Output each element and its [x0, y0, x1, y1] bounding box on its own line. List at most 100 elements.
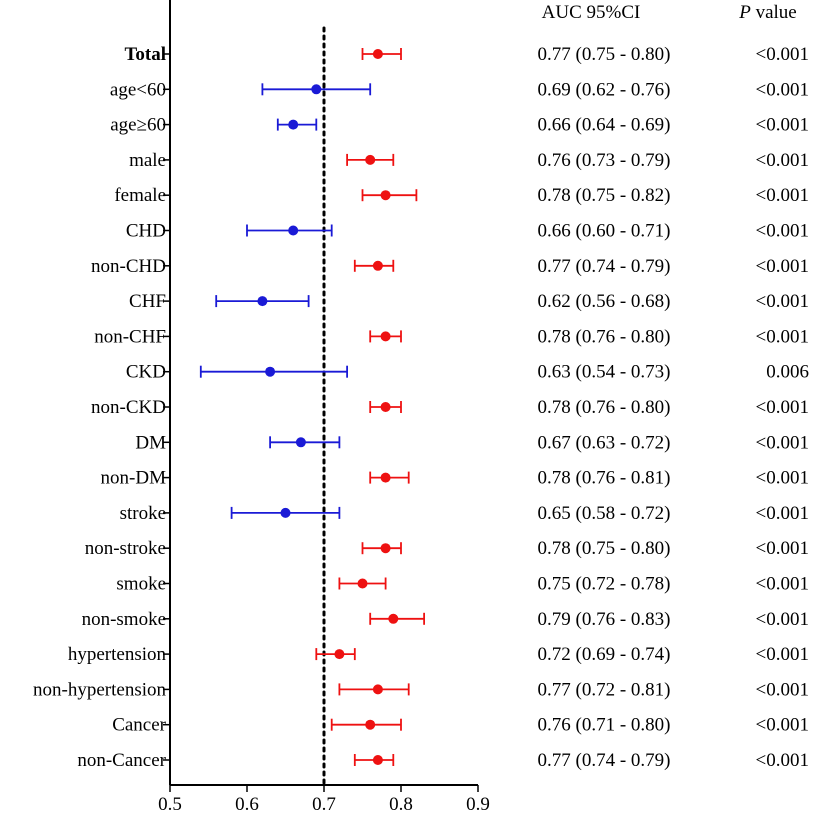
x-tick-label: 0.9: [466, 794, 490, 813]
auc-ci-value: 0.76 (0.73 - 0.79): [538, 150, 671, 171]
auc-ci-value: 0.66 (0.60 - 0.71): [538, 221, 671, 242]
point-estimate: [265, 366, 276, 377]
row-label: non-Cancer: [77, 750, 166, 771]
forest-row: non-smoke 0.79 (0.76 - 0.83) <0.001: [82, 609, 809, 630]
x-tick-label: 0.5: [158, 794, 182, 813]
row-label: non-CHD: [91, 256, 166, 277]
forest-row: stroke 0.65 (0.58 - 0.72) <0.001: [120, 503, 809, 524]
forest-row: hypertension 0.72 (0.69 - 0.74) <0.001: [68, 644, 809, 665]
p-value: <0.001: [756, 256, 809, 277]
p-value: <0.001: [756, 644, 809, 665]
forest-row: smoke 0.75 (0.72 - 0.78) <0.001: [116, 574, 809, 595]
point-estimate: [334, 649, 345, 660]
point-estimate: [388, 613, 399, 624]
point-estimate: [357, 578, 368, 589]
auc-ci-value: 0.69 (0.62 - 0.76): [538, 79, 671, 100]
x-tick-label: 0.6: [235, 794, 259, 813]
p-value: 0.006: [766, 362, 809, 383]
p-value: <0.001: [756, 44, 809, 65]
p-value: <0.001: [756, 150, 809, 171]
row-label: non-smoke: [82, 609, 166, 630]
forest-row: non-hypertension 0.77 (0.72 - 0.81) <0.001: [33, 679, 809, 700]
auc-ci-value: 0.66 (0.64 - 0.69): [538, 115, 671, 136]
p-value-header-p: P: [738, 2, 751, 23]
auc-ci-value: 0.78 (0.75 - 0.82): [538, 185, 671, 206]
auc-ci-value: 0.78 (0.76 - 0.80): [538, 326, 671, 347]
forest-row: non-DM 0.78 (0.76 - 0.81) <0.001: [101, 468, 809, 489]
point-estimate: [380, 331, 391, 342]
row-label: non-stroke: [85, 538, 166, 559]
forest-row: age<60 0.69 (0.62 - 0.76) <0.001: [110, 79, 809, 100]
forest-row: age≥60 0.66 (0.64 - 0.69) <0.001: [110, 115, 809, 136]
auc-ci-value: 0.77 (0.72 - 0.81): [538, 679, 671, 700]
row-label: Cancer: [112, 715, 166, 736]
forest-row: CHD 0.66 (0.60 - 0.71) <0.001: [126, 221, 809, 242]
row-label: DM: [135, 432, 166, 453]
auc-ci-value: 0.65 (0.58 - 0.72): [538, 503, 671, 524]
p-value: <0.001: [756, 715, 809, 736]
point-estimate: [380, 472, 391, 483]
row-label: CHF: [129, 291, 166, 312]
auc-ci-value: 0.78 (0.76 - 0.81): [538, 468, 671, 489]
row-label: CKD: [126, 362, 166, 383]
forest-row: Total 0.77 (0.75 - 0.80) <0.001: [124, 44, 809, 65]
p-value: <0.001: [756, 503, 809, 524]
forest-row: non-CKD 0.78 (0.76 - 0.80) <0.001: [91, 397, 809, 418]
forest-rows: Total 0.77 (0.75 - 0.80) <0.001 age<60 0.69 …: [33, 44, 809, 771]
row-label: hypertension: [68, 644, 167, 665]
row-label: stroke: [120, 503, 166, 524]
auc-ci-value: 0.77 (0.75 - 0.80): [538, 44, 671, 65]
forest-row: CHF 0.62 (0.56 - 0.68) <0.001: [129, 291, 809, 312]
row-label: non-CHF: [94, 326, 166, 347]
auc-ci-header: AUC 95%CI: [542, 2, 641, 23]
forest-row: male 0.76 (0.73 - 0.79) <0.001: [129, 150, 809, 171]
point-estimate: [288, 119, 299, 130]
point-estimate: [372, 260, 383, 271]
p-value: <0.001: [756, 291, 809, 312]
p-value: <0.001: [756, 679, 809, 700]
p-value: <0.001: [756, 538, 809, 559]
point-estimate: [372, 49, 383, 59]
point-estimate: [295, 437, 306, 448]
forest-row: non-CHF 0.78 (0.76 - 0.80) <0.001: [94, 326, 809, 347]
forest-row: Cancer 0.76 (0.71 - 0.80) <0.001: [112, 715, 809, 736]
row-label: non-DM: [101, 468, 167, 489]
point-estimate: [257, 296, 268, 307]
p-value: <0.001: [756, 468, 809, 489]
forest-row: non-CHD 0.77 (0.74 - 0.79) <0.001: [91, 256, 809, 277]
auc-ci-value: 0.63 (0.54 - 0.73): [538, 362, 671, 383]
p-value: <0.001: [756, 750, 809, 771]
x-tick-label: 0.8: [389, 794, 413, 813]
point-estimate: [380, 402, 391, 412]
p-value-header-rest: value: [751, 2, 797, 23]
p-value: <0.001: [756, 326, 809, 347]
p-value: <0.001: [756, 115, 809, 136]
point-estimate: [380, 543, 391, 554]
row-label: CHD: [126, 221, 166, 242]
row-label: Total: [124, 44, 166, 65]
row-label: smoke: [116, 574, 166, 595]
auc-ci-value: 0.77 (0.74 - 0.79): [538, 256, 671, 277]
forest-row: non-Cancer 0.77 (0.74 - 0.79) <0.001: [77, 750, 809, 771]
auc-ci-value: 0.67 (0.63 - 0.72): [538, 432, 671, 453]
point-estimate: [280, 507, 291, 518]
auc-ci-value: 0.78 (0.76 - 0.80): [538, 397, 671, 418]
point-estimate: [311, 84, 322, 95]
point-estimate: [365, 719, 376, 730]
p-value: <0.001: [756, 221, 809, 242]
auc-ci-value: 0.79 (0.76 - 0.83): [538, 609, 671, 630]
row-label: age<60: [110, 79, 166, 100]
point-estimate: [372, 684, 383, 695]
point-estimate: [372, 755, 383, 765]
forest-row: non-stroke 0.78 (0.75 - 0.80) <0.001: [85, 538, 809, 559]
row-label: non-hypertension: [33, 679, 166, 700]
auc-ci-value: 0.75 (0.72 - 0.78): [538, 574, 671, 595]
forest-row: female 0.78 (0.75 - 0.82) <0.001: [114, 185, 809, 206]
x-tick-label: 0.7: [312, 794, 336, 813]
auc-ci-value: 0.62 (0.56 - 0.68): [538, 291, 671, 312]
forest-row: DM 0.67 (0.63 - 0.72) <0.001: [135, 432, 809, 453]
p-value: <0.001: [756, 79, 809, 100]
point-estimate: [380, 190, 391, 201]
auc-ci-value: 0.77 (0.74 - 0.79): [538, 750, 671, 771]
